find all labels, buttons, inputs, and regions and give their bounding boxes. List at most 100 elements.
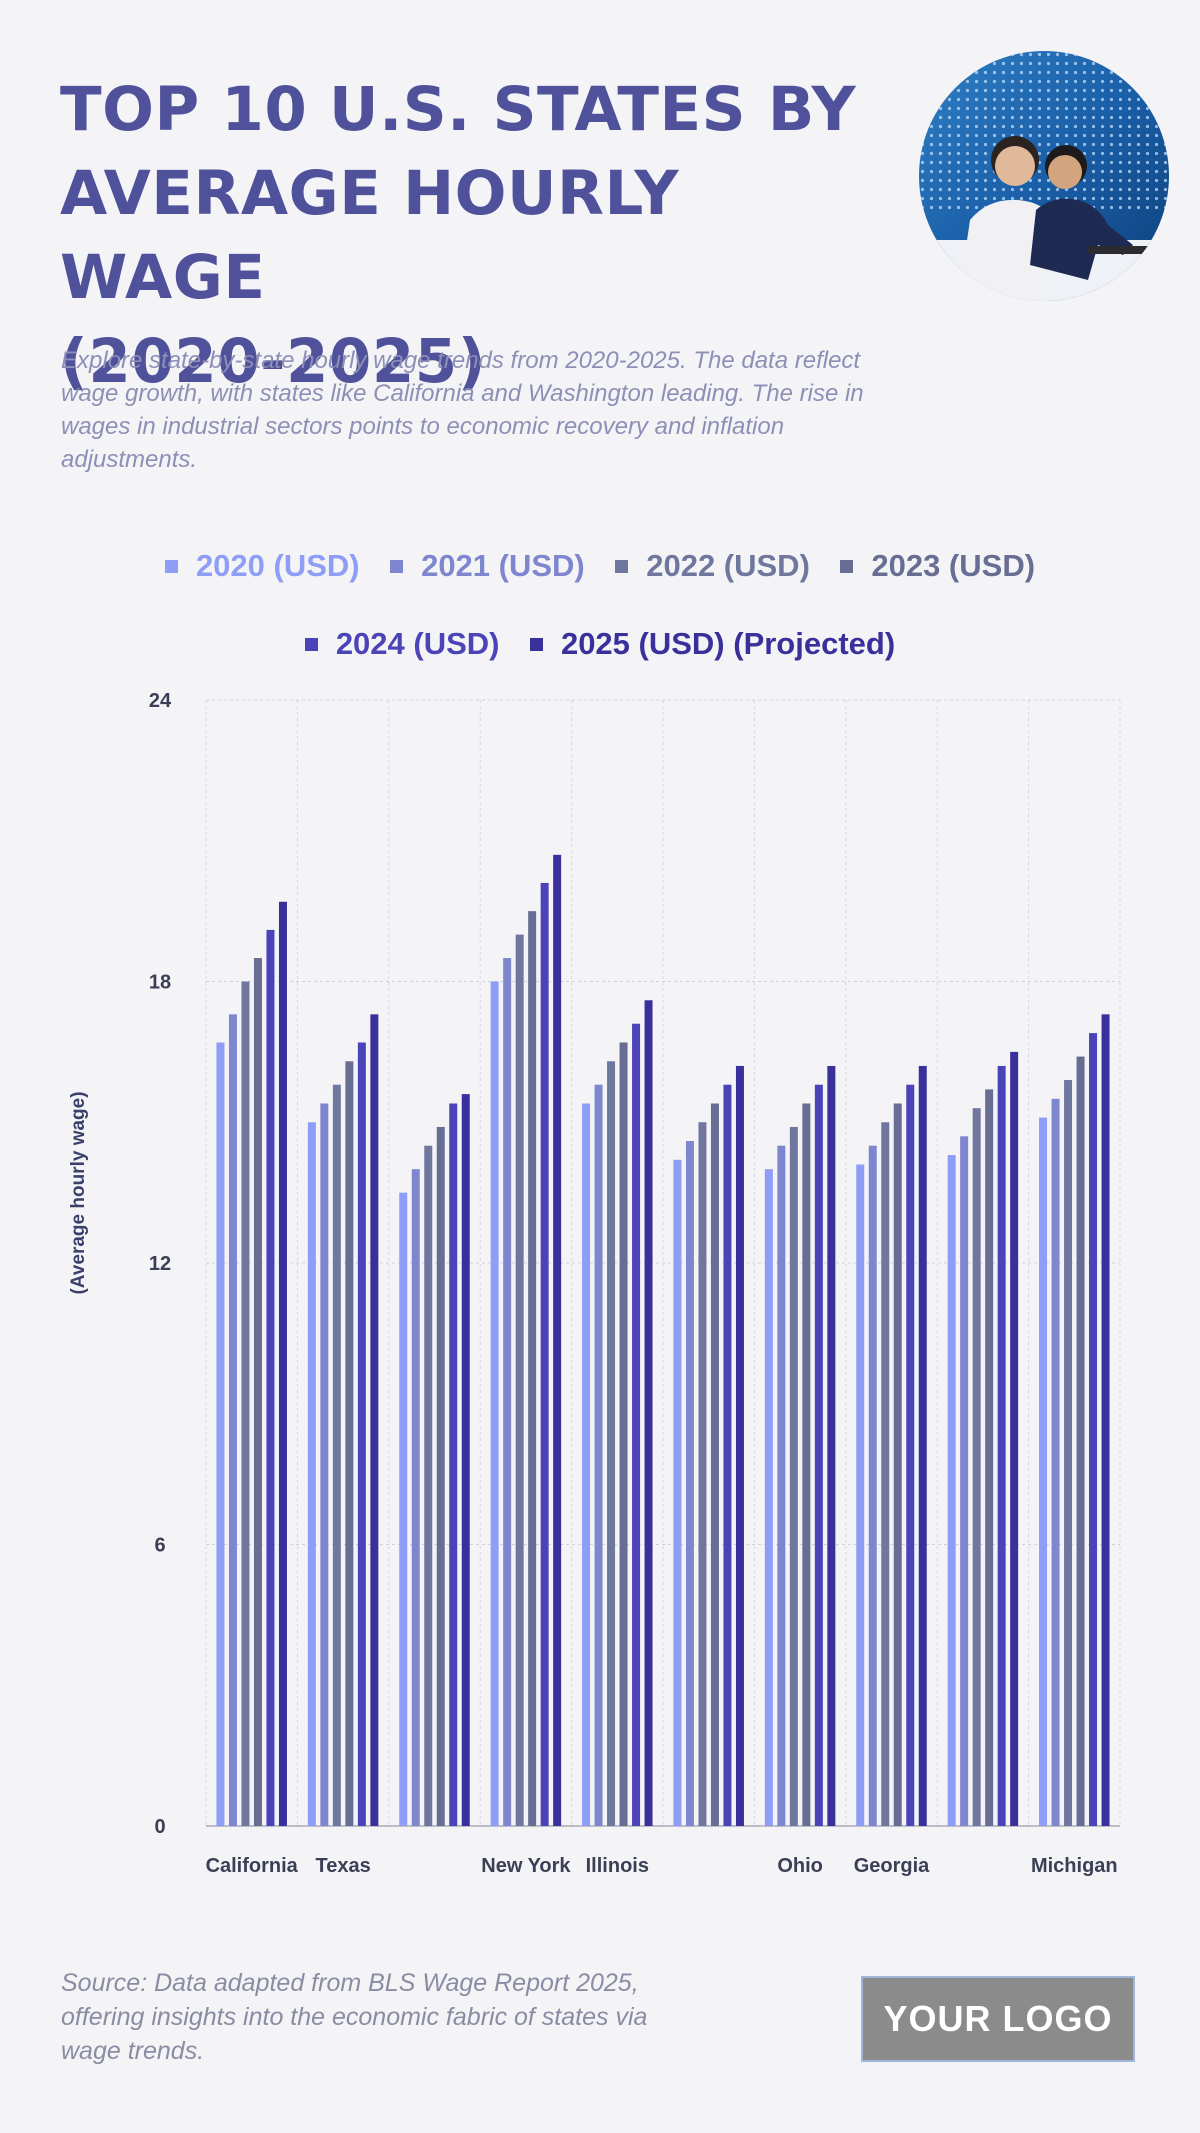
legend-label: 2025 (USD) (Projected) xyxy=(560,626,896,661)
title-line: TOP 10 U.S. STATES BY xyxy=(60,74,857,145)
bar xyxy=(515,934,524,1826)
bar xyxy=(490,981,499,1826)
bar xyxy=(906,1084,915,1826)
bar xyxy=(345,1061,354,1826)
y-tick-label: 24 xyxy=(149,690,172,712)
x-tick-label: Michigan xyxy=(1031,1855,1118,1877)
bar xyxy=(1089,1033,1098,1826)
legend-item-2024: 2024 (USD) xyxy=(304,626,500,662)
bar xyxy=(461,1094,470,1826)
legend-item-2025: 2025 (USD) (Projected) xyxy=(529,626,896,662)
bar xyxy=(985,1089,994,1826)
legend-swatch xyxy=(304,637,318,651)
bar xyxy=(228,1014,237,1826)
bar xyxy=(241,981,250,1826)
bar xyxy=(698,1122,707,1826)
bar xyxy=(960,1136,969,1826)
legend-label: 2023 (USD) xyxy=(871,548,1036,583)
x-tick-label: Georgia xyxy=(854,1855,930,1877)
bar xyxy=(710,1103,719,1826)
legend-item-2021: 2021 (USD) xyxy=(390,548,585,584)
bar xyxy=(540,882,549,1826)
header-photo xyxy=(919,51,1169,301)
legend-swatch xyxy=(164,559,178,573)
bar xyxy=(947,1155,956,1826)
bar xyxy=(868,1145,877,1826)
y-axis-label: (Average hourly wage) xyxy=(68,1091,89,1294)
subtitle: Explore state-by-state hourly wage trend… xyxy=(61,347,864,473)
bar xyxy=(278,901,287,1826)
x-tick-label: New York xyxy=(481,1855,571,1877)
bar-chart: (Average hourly wage) 0 6 12 18 24 California… xyxy=(68,690,1121,1877)
title-line: (2020-2025) xyxy=(60,326,487,397)
bar xyxy=(553,854,562,1826)
bar xyxy=(411,1169,420,1826)
bar xyxy=(972,1108,981,1826)
legend-swatch xyxy=(529,637,543,651)
x-tick-label: Illinois xyxy=(586,1855,649,1877)
bar xyxy=(856,1164,865,1826)
bar xyxy=(582,1103,591,1826)
bar xyxy=(594,1084,603,1826)
legend-swatch xyxy=(390,559,404,573)
page-title: TOP 10 U.S. STATES BY AVERAGE HOURLY WAG… xyxy=(60,68,900,404)
bar xyxy=(370,1014,379,1826)
bar xyxy=(307,1122,316,1826)
legend-label: 2020 (USD) xyxy=(195,548,360,583)
bar xyxy=(1064,1080,1073,1826)
bar xyxy=(619,1042,628,1826)
bar xyxy=(814,1084,823,1826)
x-tick-label: Texas xyxy=(315,1855,370,1877)
legend-item-2020: 2020 (USD) xyxy=(164,548,360,584)
bar xyxy=(802,1103,811,1826)
bar xyxy=(607,1061,616,1826)
bar xyxy=(216,1042,225,1826)
x-tick-label: California xyxy=(206,1855,299,1877)
bar xyxy=(320,1103,329,1826)
legend-label: 2024 (USD) xyxy=(335,626,500,661)
bar xyxy=(685,1141,694,1826)
bar xyxy=(424,1145,433,1826)
source-note: Source: Data adapted from BLS Wage Repor… xyxy=(61,1969,648,2065)
bar xyxy=(827,1065,836,1826)
bar xyxy=(332,1084,341,1826)
bar xyxy=(881,1122,890,1826)
bar xyxy=(253,958,262,1826)
logo-placeholder: YOUR LOGO xyxy=(861,1976,1135,2062)
y-tick-label: 0 xyxy=(154,1816,165,1838)
bar xyxy=(918,1065,927,1826)
title-line: AVERAGE HOURLY WAGE xyxy=(60,158,680,313)
bar xyxy=(266,929,275,1826)
bar xyxy=(399,1192,408,1826)
bar xyxy=(1076,1056,1085,1826)
bar xyxy=(997,1065,1006,1826)
y-tick-label: 6 xyxy=(154,1535,165,1557)
bar xyxy=(1010,1051,1019,1826)
bar xyxy=(764,1169,773,1826)
y-tick-label: 18 xyxy=(149,972,171,994)
bar xyxy=(528,911,537,1826)
bar xyxy=(436,1126,445,1826)
legend-label: 2021 (USD) xyxy=(421,548,585,583)
bar xyxy=(1039,1117,1048,1826)
bar xyxy=(893,1103,902,1826)
bar xyxy=(449,1103,458,1826)
legend-label: 2022 (USD) xyxy=(646,548,810,583)
bar xyxy=(673,1159,682,1826)
bar xyxy=(723,1084,732,1826)
bar xyxy=(644,1000,653,1826)
legend-swatch xyxy=(615,559,629,573)
chart-legend: 2020 (USD) 2021 (USD) 2022 (USD) 2023 (U… xyxy=(60,548,1140,704)
bar xyxy=(632,1023,641,1826)
bar xyxy=(503,958,512,1826)
legend-item-2023: 2023 (USD) xyxy=(840,548,1035,584)
bar xyxy=(777,1145,786,1826)
bar xyxy=(735,1065,744,1826)
legend-swatch xyxy=(840,559,854,573)
y-tick-label: 12 xyxy=(149,1253,171,1275)
bar xyxy=(1051,1098,1060,1826)
bar xyxy=(1101,1014,1110,1826)
legend-item-2022: 2022 (USD) xyxy=(615,548,810,584)
x-tick-label: Ohio xyxy=(777,1855,823,1877)
bar xyxy=(357,1042,366,1826)
